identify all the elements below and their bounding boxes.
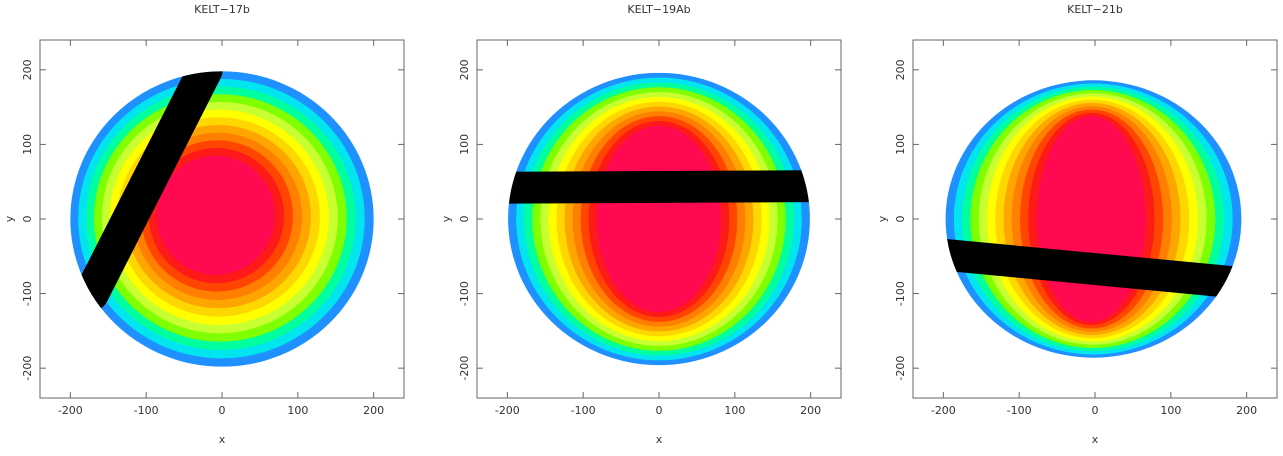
x-tick-label: -100 [571, 404, 596, 417]
panel: -200 -100 0 100 200 -200 -100 0 100 200 KELT−17b x y [3, 3, 405, 446]
y-tick-label: -100 [458, 281, 471, 306]
contour-level [1036, 116, 1146, 322]
panel: -200 -100 0 100 200 -200 -100 0 100 200 KELT−19Ab x… [440, 3, 842, 446]
transit-chord [508, 170, 810, 204]
chart-title: KELT−19Ab [627, 3, 690, 16]
y-tick-label: -100 [894, 281, 907, 306]
y-tick-label: 100 [894, 134, 907, 155]
contour-level [596, 125, 722, 313]
y-tick-label: 100 [458, 134, 471, 155]
y-tick-label: -200 [458, 356, 471, 381]
x-tick-label: -200 [931, 404, 956, 417]
chart-title: KELT−17b [194, 3, 250, 16]
x-tick-label: 0 [219, 404, 226, 417]
y-tick-label: -200 [894, 356, 907, 381]
y-tick-label: -100 [21, 281, 34, 306]
y-axis-label: y [3, 215, 16, 222]
y-tick-label: 100 [21, 134, 34, 155]
x-tick-label: 0 [656, 404, 663, 417]
x-tick-label: 200 [1236, 404, 1257, 417]
x-tick-label: -100 [1007, 404, 1032, 417]
x-tick-label: -200 [58, 404, 83, 417]
y-tick-label: 200 [21, 59, 34, 80]
x-tick-label: 200 [800, 404, 821, 417]
x-tick-label: 0 [1092, 404, 1099, 417]
x-axis-label: x [1092, 433, 1099, 446]
x-tick-label: 100 [287, 404, 308, 417]
x-tick-label: 200 [363, 404, 384, 417]
x-axis-label: x [656, 433, 663, 446]
y-tick-label: 200 [894, 59, 907, 80]
y-tick-label: 200 [458, 59, 471, 80]
x-tick-label: 100 [1160, 404, 1181, 417]
y-tick-label: 0 [894, 216, 907, 223]
y-tick-label: 0 [21, 216, 34, 223]
contour-level [156, 155, 276, 275]
panel: -200 -100 0 100 200 -200 -100 0 100 200 KELT−21b x y [876, 3, 1278, 446]
y-tick-label: 0 [458, 216, 471, 223]
y-tick-label: -200 [21, 356, 34, 381]
chart-title: KELT−21b [1067, 3, 1123, 16]
x-tick-label: -200 [495, 404, 520, 417]
x-axis-label: x [219, 433, 226, 446]
y-axis-label: y [440, 215, 453, 222]
x-tick-label: -100 [134, 404, 159, 417]
y-axis-label: y [876, 215, 889, 222]
transit-chord [74, 71, 223, 312]
transit-chord [945, 238, 1242, 299]
x-tick-label: 100 [724, 404, 745, 417]
